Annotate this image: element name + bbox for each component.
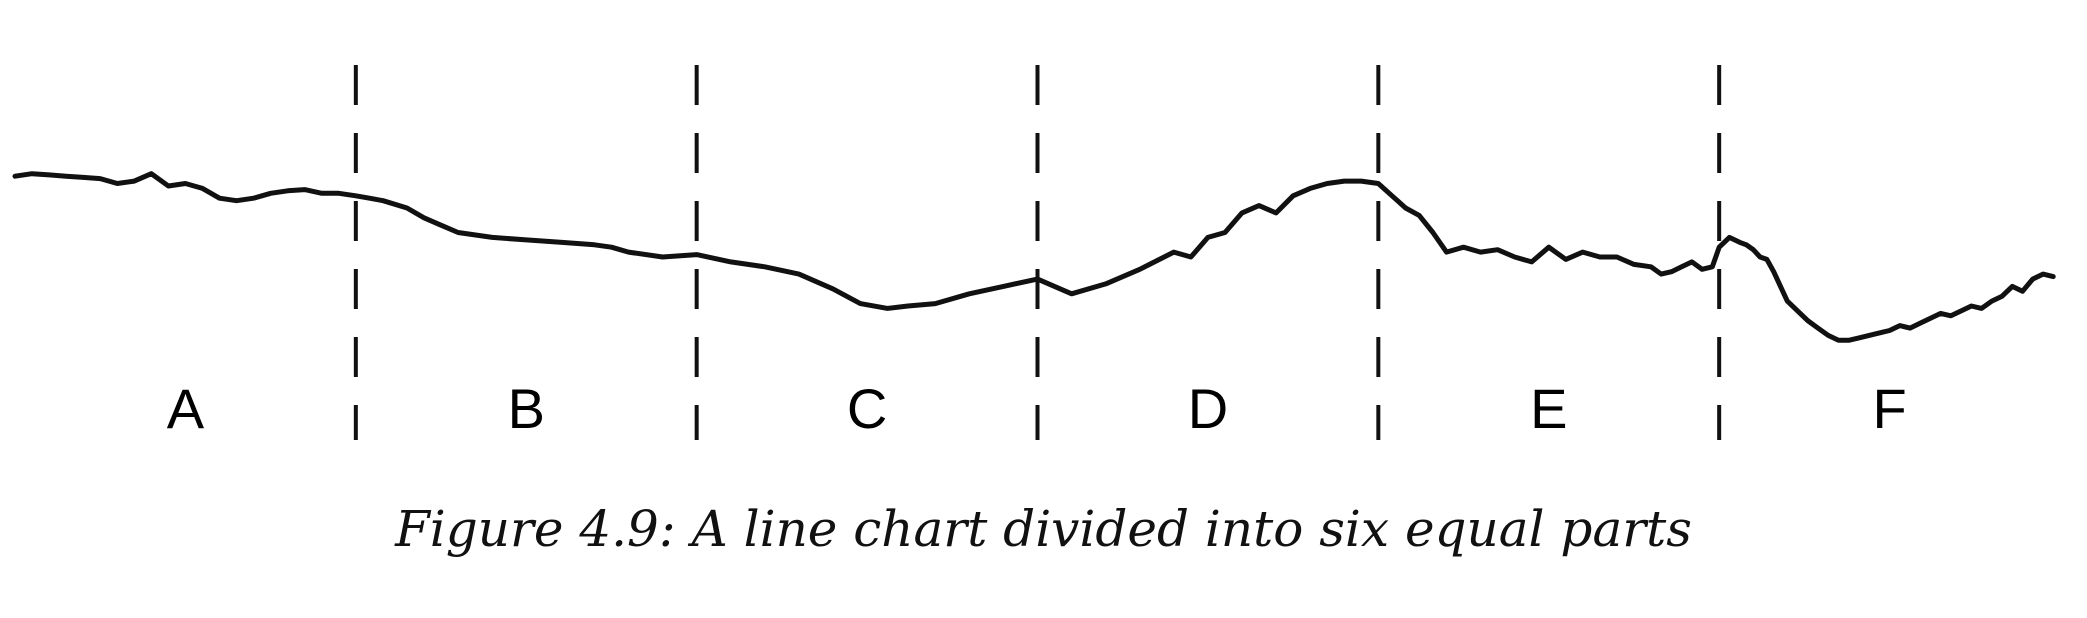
segment-label-b: B — [508, 377, 545, 440]
segment-dividers — [353, 65, 1722, 440]
figure-caption: Figure 4.9: A line chart divided into si… — [395, 500, 1692, 558]
segment-label-d: D — [1188, 377, 1228, 440]
series-line — [12, 171, 2056, 343]
segment-label-f: F — [1872, 377, 1906, 440]
segment-label-a: A — [167, 377, 205, 440]
segment-label-c: C — [847, 377, 887, 440]
segment-labels: A B C D E F — [167, 377, 1907, 440]
segment-label-e: E — [1530, 377, 1567, 440]
